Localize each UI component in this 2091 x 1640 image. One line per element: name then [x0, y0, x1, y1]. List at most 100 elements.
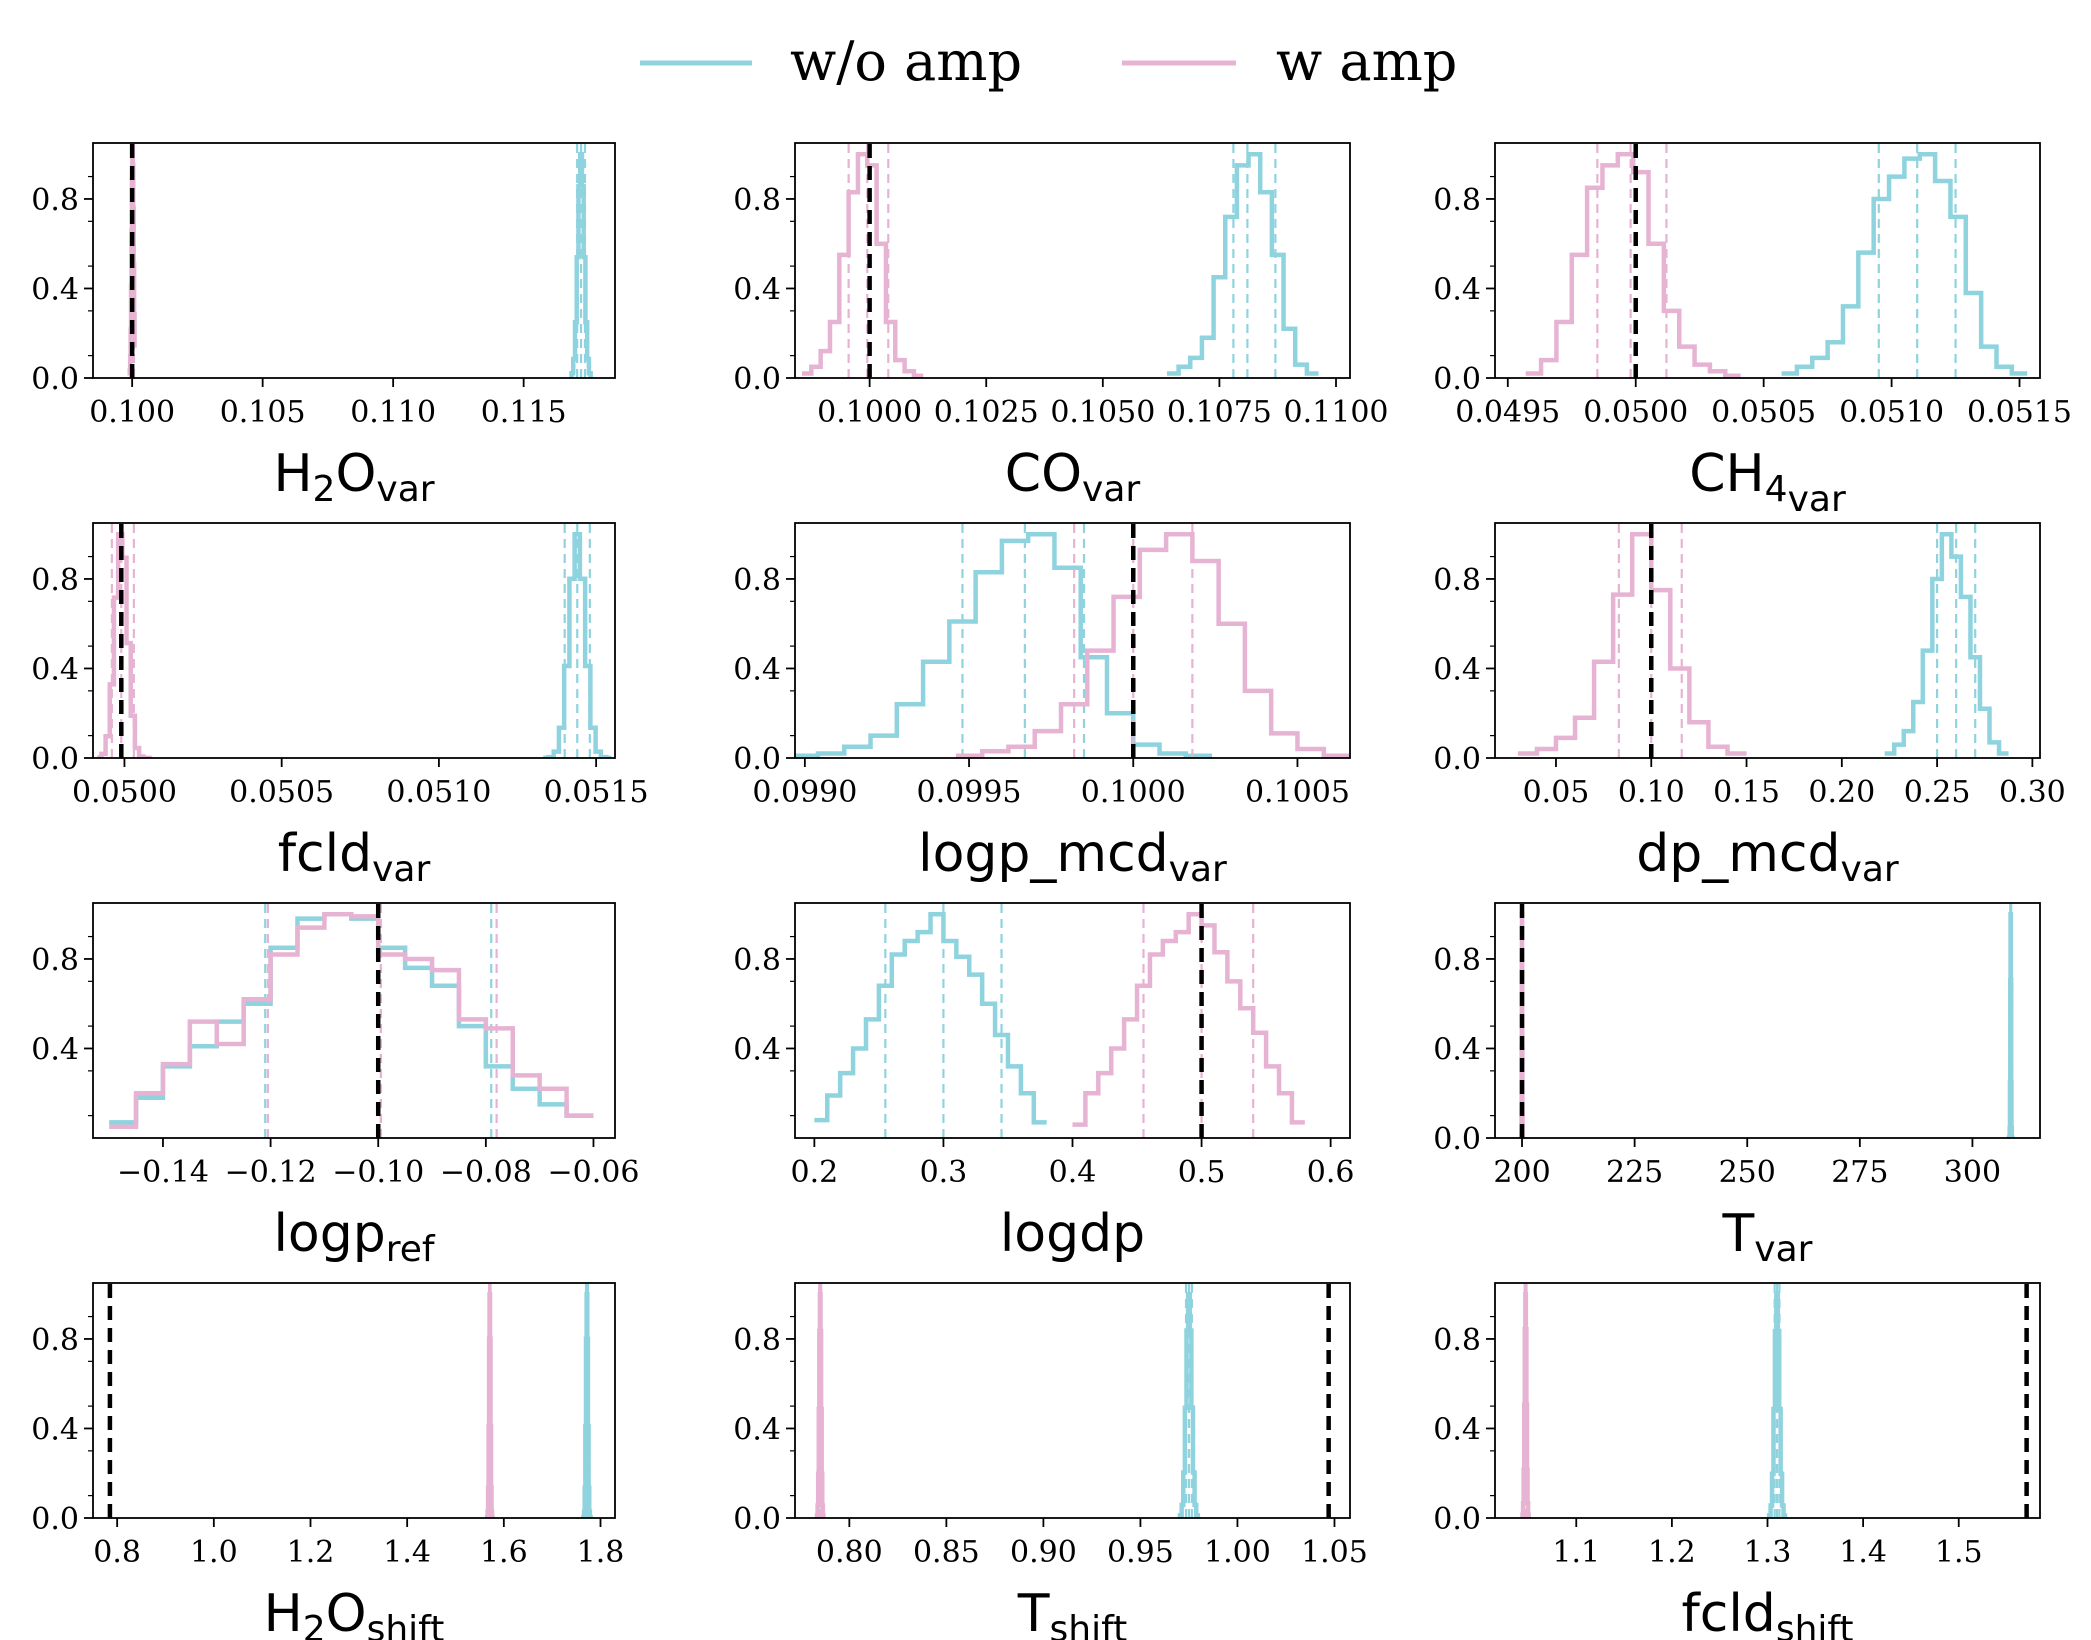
panel-3: 0.0500 0.0505 0.0510 0.0515 0.0 0.4 0.8 fcldvar — [31, 522, 649, 890]
axes-frame — [1494, 142, 2041, 379]
plot-area — [795, 523, 1350, 758]
y-tick-label: 0.8 — [1433, 943, 1481, 978]
histogram-w-amp — [1517, 531, 1747, 756]
x-tick-label: 0.6 — [1307, 1155, 1355, 1190]
x-tick-label: 0.0995 — [917, 775, 1022, 810]
histogram-wo-amp — [543, 531, 612, 758]
y-tick-label: 0.4 — [1433, 272, 1481, 307]
y-tick-label: 0.0 — [31, 362, 79, 397]
axes-frame — [794, 142, 1351, 379]
y-tick-label: 0.4 — [31, 272, 79, 307]
x-axis-label: dp_mcdvar — [1636, 824, 1899, 890]
x-tick-label: 1.2 — [1648, 1535, 1696, 1570]
plot-area — [814, 1283, 1331, 1518]
x-tick-label: 0.105 — [220, 395, 306, 430]
x-tick-label: 0.110 — [350, 395, 436, 430]
histogram-w-amp — [1525, 151, 1741, 378]
x-tick-label: 0.1000 — [1081, 775, 1186, 810]
x-tick-label: 0.2 — [791, 1155, 839, 1190]
legend-label-wo-amp: w/o amp — [790, 30, 1022, 93]
x-tick-label: 0.85 — [913, 1535, 980, 1570]
y-tick-label: 0.0 — [31, 742, 79, 777]
x-tick-label: 0.0515 — [544, 775, 649, 810]
histogram-wo-amp — [569, 151, 593, 378]
x-tick-label: 0.1100 — [1284, 395, 1389, 430]
y-tick-label: 0.8 — [31, 183, 79, 218]
x-tick-label: 300 — [1944, 1155, 2001, 1190]
panel-1: 0.1000 0.1025 0.1050 0.1075 0.1100 0.0 0.4 0.8 C… — [733, 142, 1389, 510]
y-tick-label: 0.8 — [733, 183, 781, 218]
x-tick-label: 1.5 — [1935, 1535, 1983, 1570]
y-tick-label: 0.4 — [1433, 652, 1481, 687]
legend: w/o amp w amp — [640, 30, 1457, 93]
histogram-wo-amp — [1766, 1291, 1788, 1518]
x-axis-label: fcldvar — [278, 824, 431, 890]
panel-6: −0.14 −0.12 −0.10 −0.08 −0.06 0.4 0.8 logpref — [31, 902, 639, 1270]
x-tick-label: 1.00 — [1204, 1535, 1271, 1570]
x-tick-label: −0.14 — [117, 1155, 209, 1190]
plot-area — [107, 1283, 593, 1518]
x-tick-label: 0.0505 — [1711, 395, 1816, 430]
plot-area — [814, 903, 1305, 1138]
x-tick-label: 0.1075 — [1167, 395, 1272, 430]
y-tick-label: 0.0 — [1433, 362, 1481, 397]
x-tick-label: 0.115 — [481, 395, 567, 430]
panel-2: 0.0495 0.0500 0.0505 0.0510 0.0515 0.0 0.4 0.8 C… — [1433, 142, 2072, 520]
y-tick-label: 0.8 — [1433, 563, 1481, 598]
x-tick-label: 0.4 — [1049, 1155, 1097, 1190]
y-tick-label: 0.0 — [733, 362, 781, 397]
panel-10: 0.80 0.85 0.90 0.95 1.00 1.05 0.0 0.4 0.8 Tshift — [733, 1282, 1368, 1640]
x-tick-label: 0.05 — [1523, 775, 1590, 810]
plot-area — [109, 903, 594, 1138]
histogram-w-amp — [97, 531, 152, 758]
x-tick-label: 0.0495 — [1455, 395, 1560, 430]
x-tick-label: 0.0990 — [752, 775, 857, 810]
x-axis-label: logpref — [273, 1204, 435, 1270]
y-tick-label: 0.8 — [1433, 183, 1481, 218]
y-tick-label: 0.4 — [733, 1412, 781, 1447]
x-tick-label: 0.25 — [1904, 775, 1971, 810]
histogram-wo-amp — [109, 911, 594, 1125]
y-tick-label: 0.8 — [733, 943, 781, 978]
histogram-wo-amp — [1884, 531, 2009, 756]
x-tick-label: 1.4 — [1839, 1535, 1887, 1570]
x-tick-label: 0.80 — [816, 1535, 883, 1570]
x-tick-label: 0.1050 — [1050, 395, 1155, 430]
x-axis-label: Tvar — [1722, 1204, 1813, 1270]
x-tick-label: 1.0 — [190, 1535, 238, 1570]
y-tick-label: 0.4 — [733, 272, 781, 307]
y-tick-label: 0.4 — [1433, 1032, 1481, 1067]
y-tick-label: 0.4 — [1433, 1412, 1481, 1447]
x-tick-label: 1.3 — [1744, 1535, 1792, 1570]
y-tick-label: 0.8 — [1433, 1323, 1481, 1358]
histogram-wo-amp — [814, 911, 1047, 1125]
x-axis-label: fcldshift — [1681, 1584, 1853, 1640]
y-tick-label: 0.4 — [31, 1412, 79, 1447]
histogram-w-amp — [1520, 1291, 1531, 1518]
x-tick-label: 0.100 — [89, 395, 175, 430]
x-axis-label: H2Ovar — [273, 444, 434, 510]
plot-area — [1518, 903, 2015, 1138]
plot-area — [97, 523, 612, 758]
axes-frame — [92, 1282, 616, 1519]
histogram-wo-amp — [795, 531, 1213, 758]
histogram-wo-amp — [581, 1291, 593, 1518]
x-tick-label: 0.95 — [1107, 1535, 1174, 1570]
x-tick-label: 0.0510 — [1839, 395, 1944, 430]
x-tick-label: 0.30 — [1999, 775, 2066, 810]
panel-8: 200 225 250 275 300 0.0 0.4 0.8 Tvar — [1433, 902, 2041, 1270]
panel-7: 0.2 0.3 0.4 0.5 0.6 0.4 0.8 logdp — [733, 902, 1355, 1264]
x-tick-label: −0.08 — [440, 1155, 532, 1190]
y-tick-label: 0.4 — [31, 1032, 79, 1067]
histogram-w-amp — [814, 1291, 826, 1518]
y-tick-label: 0.8 — [31, 943, 79, 978]
y-tick-label: 0.0 — [1433, 1502, 1481, 1537]
axes-frame — [92, 902, 616, 1139]
x-tick-label: 0.8 — [93, 1535, 141, 1570]
x-tick-label: 1.2 — [287, 1535, 335, 1570]
plot-area — [1525, 143, 2028, 378]
histogram-w-amp — [955, 531, 1350, 758]
y-tick-label: 0.8 — [733, 563, 781, 598]
histogram-w-amp — [109, 911, 594, 1130]
